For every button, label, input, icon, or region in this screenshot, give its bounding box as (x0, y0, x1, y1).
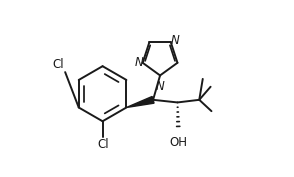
Text: Cl: Cl (53, 58, 64, 71)
Text: N: N (156, 80, 165, 93)
Text: OH: OH (169, 136, 187, 149)
Text: N: N (170, 34, 179, 47)
Text: N: N (134, 56, 143, 69)
Text: Cl: Cl (98, 138, 109, 151)
Polygon shape (126, 96, 154, 107)
